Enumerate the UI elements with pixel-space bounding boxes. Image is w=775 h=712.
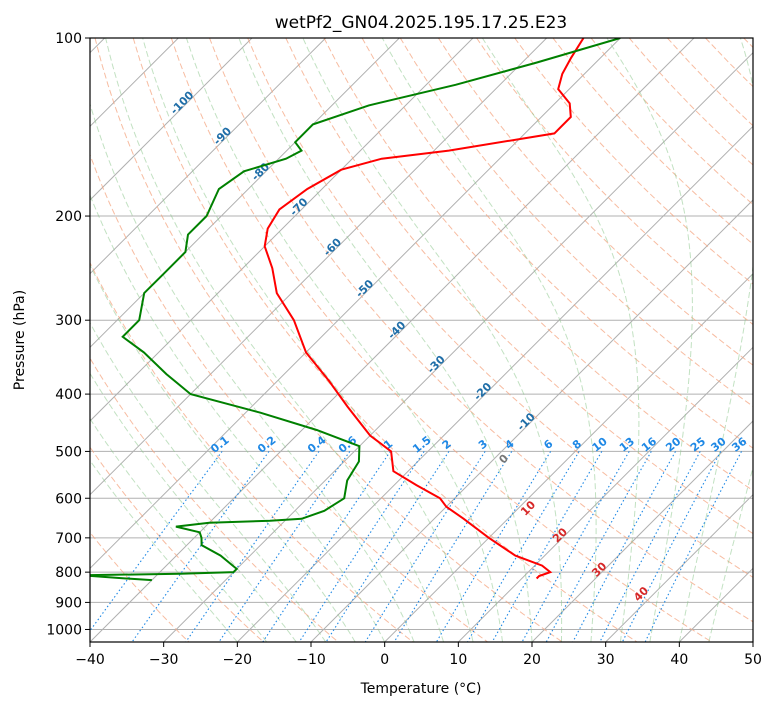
dry-adiabat-label: -90 (211, 124, 234, 147)
isotherm-line (0, 38, 326, 642)
moist-adiabat (82, 74, 414, 642)
y-tick-label: 700 (55, 531, 82, 547)
dry-adiabat-label: -30 (425, 353, 448, 376)
moist-adiabat (239, 38, 532, 642)
mixing-ratio-label: 0.2 (255, 434, 278, 456)
isotherm-line (532, 38, 775, 642)
mixing-ratio-label: 1.5 (410, 434, 433, 456)
moist-adiabat (0, 151, 296, 642)
dry-adiabat-label: -100 (168, 88, 197, 117)
dry-adiabat (57, 38, 488, 642)
y-tick-label: 600 (55, 491, 82, 507)
y-tick-label: 400 (55, 387, 82, 403)
moist-adiabat (303, 38, 562, 642)
mixing-ratio-line (326, 451, 449, 642)
y-tick-label: 100 (55, 31, 82, 47)
isotherm-line (16, 38, 620, 642)
mixing-ratio-line (522, 451, 629, 642)
isotherm-line (458, 38, 775, 642)
mixing-ratio-label: 0.4 (305, 433, 329, 455)
mixing-ratio-label: 0.1 (208, 434, 231, 456)
dry-adiabat (171, 38, 711, 642)
x-tick-label: 10 (449, 652, 467, 668)
moist-adiabat (482, 38, 639, 642)
y-tick-label: 1000 (46, 622, 82, 638)
isotherm-line (753, 38, 775, 642)
dry-adiabat-label: -40 (385, 318, 408, 341)
moist-adiabat-label: 10 (518, 498, 538, 518)
dry-adiabat (667, 38, 775, 642)
moist-adiabat (58, 95, 385, 642)
y-axis-label: Pressure (hPa) (12, 290, 28, 390)
dry-adiabat-label: -20 (471, 380, 494, 403)
x-tick-label: −10 (296, 652, 326, 668)
y-tick-label: 800 (55, 565, 82, 581)
mixing-ratio-label: 2 (440, 437, 454, 452)
isotherm-line (679, 38, 775, 642)
dry-adiabat-label: -50 (353, 277, 376, 300)
mixing-ratio-line (82, 451, 222, 642)
mixing-ratio-line (468, 451, 580, 642)
mixing-ratio-line (436, 451, 550, 642)
x-axis: −40 −30 −20 −10 0 10 20 30 40 50 (75, 642, 762, 668)
dry-adiabat (438, 38, 775, 642)
dry-adiabat (19, 38, 413, 642)
dry-adiabat (744, 38, 775, 642)
dry-adiabat (515, 38, 775, 642)
dry-adiabat-label: -70 (287, 195, 310, 218)
y-tick-label: 500 (55, 444, 82, 460)
dry-adiabat-label: -60 (321, 235, 344, 258)
y-tick-label: 200 (55, 209, 82, 225)
moist-adiabat (186, 38, 502, 642)
x-tick-label: −30 (149, 652, 179, 668)
isotherm-line (0, 38, 547, 642)
x-tick-label: −20 (223, 652, 253, 668)
x-tick-label: 0 (380, 652, 389, 668)
moist-adiabat-label: 20 (550, 525, 570, 545)
y-tick-label: 900 (55, 595, 82, 611)
plot-frame (90, 38, 753, 642)
dry-adiabat (591, 38, 775, 642)
y-tick-label: 300 (55, 313, 82, 329)
dry-adiabat (133, 38, 637, 642)
isotherm-line (0, 38, 399, 642)
chart-title: wetPf2_GN04.2025.195.17.25.E23 (275, 13, 567, 33)
moist-adiabat (607, 38, 693, 642)
x-tick-label: 20 (523, 652, 541, 668)
x-axis-label: Temperature (°C) (360, 681, 482, 697)
moist-adiabat-label: 30 (589, 559, 609, 579)
dry-adiabat (0, 38, 338, 642)
x-tick-label: 30 (597, 652, 615, 668)
dry-adiabat (706, 38, 775, 642)
x-tick-label: 50 (744, 652, 762, 668)
y-axis: 100 200 300 400 500 600 700 800 900 1000 (46, 31, 90, 638)
mixing-ratio-line (132, 451, 269, 642)
mixing-ratio-line (263, 451, 391, 642)
x-tick-label: −40 (75, 652, 105, 668)
isotherm-line (164, 38, 768, 642)
moist-adiabat-label: 0 (496, 451, 511, 466)
dry-adiabat-label: -10 (515, 410, 538, 433)
x-tick-label: 40 (670, 652, 688, 668)
moist-adiabat (36, 115, 355, 642)
